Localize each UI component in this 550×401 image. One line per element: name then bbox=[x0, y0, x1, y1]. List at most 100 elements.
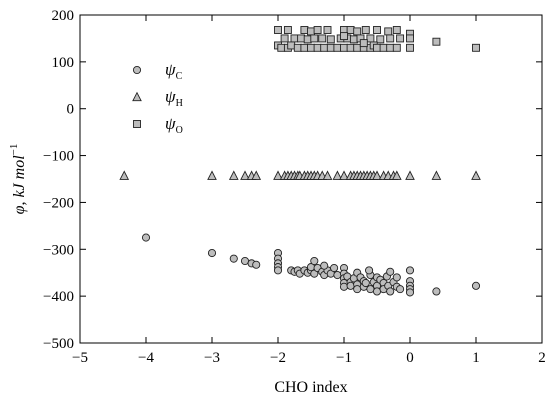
data-point-o bbox=[376, 35, 385, 44]
data-point-o bbox=[300, 26, 309, 34]
y-tick-label: −500 bbox=[43, 336, 74, 352]
x-tick-label: −5 bbox=[72, 350, 88, 366]
legend-marker-o bbox=[133, 120, 141, 128]
data-point-o bbox=[373, 26, 381, 34]
data-point-c bbox=[310, 256, 319, 266]
y-tick-label: 200 bbox=[52, 8, 75, 24]
x-tick-label: 1 bbox=[472, 350, 480, 366]
data-point-c bbox=[396, 285, 405, 294]
data-point-h bbox=[405, 170, 415, 180]
data-point-h bbox=[372, 170, 382, 180]
data-point-c bbox=[320, 261, 329, 270]
data-point-o bbox=[280, 34, 289, 43]
data-point-c bbox=[405, 288, 415, 297]
x-axis-title: CHO index bbox=[274, 379, 347, 396]
legend-marker-h bbox=[132, 91, 142, 102]
data-point-o bbox=[406, 34, 414, 43]
data-point-c bbox=[339, 282, 349, 291]
data-point-o bbox=[386, 34, 395, 43]
data-point-h bbox=[240, 170, 250, 180]
data-point-c bbox=[471, 281, 481, 290]
data-point-c bbox=[141, 233, 151, 242]
y-tick-label: 0 bbox=[67, 102, 75, 118]
y-axis-title-superscript: −1 bbox=[8, 144, 20, 156]
data-point-o bbox=[340, 43, 348, 52]
legend-marker-c bbox=[132, 65, 142, 75]
data-point-h bbox=[119, 170, 130, 180]
data-point-c bbox=[386, 287, 395, 296]
data-point-o bbox=[326, 35, 335, 44]
data-point-h bbox=[322, 170, 333, 180]
y-tick-label: −100 bbox=[43, 149, 74, 165]
data-point-o bbox=[274, 26, 282, 34]
data-point-c bbox=[432, 287, 441, 296]
data-point-o bbox=[472, 43, 480, 52]
data-point-o bbox=[323, 26, 332, 34]
data-point-c bbox=[365, 266, 374, 275]
y-tick-label: −300 bbox=[43, 242, 74, 258]
data-point-h bbox=[339, 170, 349, 180]
data-point-c bbox=[372, 287, 382, 296]
data-point-h bbox=[471, 170, 481, 180]
x-tick-label: −1 bbox=[336, 350, 352, 366]
data-point-o bbox=[396, 34, 405, 43]
data-point-o bbox=[313, 43, 322, 52]
y-tick-label: 100 bbox=[52, 55, 75, 71]
data-point-o bbox=[300, 43, 309, 52]
data-point-h bbox=[273, 170, 283, 180]
data-point-o bbox=[320, 43, 329, 52]
legend-label-subscript: O bbox=[176, 125, 183, 136]
y-tick-label: −400 bbox=[43, 289, 74, 305]
x-tick-label: −4 bbox=[138, 350, 154, 366]
data-point-o bbox=[307, 43, 315, 52]
data-point-c bbox=[273, 266, 283, 275]
y-tick-label: −200 bbox=[43, 195, 74, 211]
data-point-o bbox=[392, 26, 401, 34]
legend-label-main: ψ bbox=[165, 60, 176, 79]
x-tick-label: −2 bbox=[270, 350, 286, 366]
data-point-c bbox=[333, 271, 342, 280]
data-point-o bbox=[310, 34, 319, 43]
data-point-h bbox=[431, 170, 442, 180]
data-point-o bbox=[313, 26, 322, 34]
data-point-c bbox=[346, 281, 355, 290]
data-point-o bbox=[366, 34, 375, 43]
data-point-c bbox=[330, 263, 339, 273]
data-point-c bbox=[405, 266, 415, 275]
data-point-c bbox=[229, 254, 238, 263]
data-point-o bbox=[283, 26, 292, 34]
data-point-c bbox=[252, 260, 261, 269]
x-tick-label: 2 bbox=[538, 350, 546, 366]
data-point-c bbox=[392, 273, 401, 282]
data-point-o bbox=[277, 43, 286, 52]
legend-label-main: ψ bbox=[165, 87, 176, 106]
data-point-o bbox=[384, 27, 393, 36]
legend-label-h: ψH bbox=[165, 87, 183, 109]
data-point-o bbox=[406, 43, 414, 52]
data-point-o bbox=[361, 26, 370, 34]
x-tick-label: 0 bbox=[406, 350, 414, 366]
data-point-o bbox=[297, 34, 306, 43]
data-point-c bbox=[366, 285, 375, 294]
data-point-o bbox=[373, 43, 381, 52]
x-tick-label: −3 bbox=[204, 350, 220, 366]
data-point-c bbox=[240, 256, 250, 266]
data-point-h bbox=[251, 170, 262, 180]
data-point-c bbox=[207, 248, 217, 258]
data-point-o bbox=[346, 43, 355, 52]
data-point-o bbox=[359, 39, 368, 48]
legend-label-c: ψC bbox=[165, 60, 183, 82]
data-point-o bbox=[386, 43, 395, 52]
y-axis-title: φ, kJ mol−1 bbox=[8, 144, 28, 215]
legend-label-o: ψO bbox=[165, 114, 183, 136]
data-point-o bbox=[379, 43, 388, 52]
data-point-c bbox=[386, 267, 395, 276]
data-point-h bbox=[207, 170, 217, 180]
data-point-o bbox=[340, 32, 348, 41]
data-point-o bbox=[293, 43, 302, 52]
data-point-o bbox=[307, 27, 315, 36]
legend-label-subscript: C bbox=[176, 71, 183, 82]
data-point-o bbox=[303, 35, 312, 44]
